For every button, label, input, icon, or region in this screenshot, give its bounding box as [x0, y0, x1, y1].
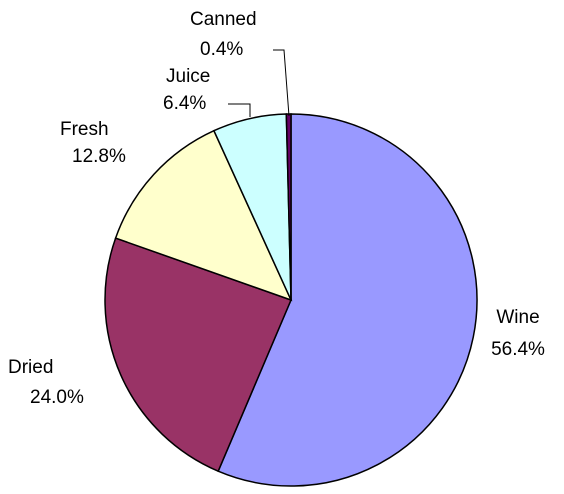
pie-slice	[104, 237, 293, 473]
pie-slice	[217, 113, 478, 487]
pie-slice	[114, 129, 293, 302]
leader-line	[273, 49, 290, 117]
slice-value-label: 56.4%	[491, 339, 545, 360]
leader-line	[228, 103, 251, 117]
slice-value-label: 0.4%	[200, 39, 243, 60]
slice-value-label: 12.8%	[72, 146, 126, 167]
slice-label: Dried	[8, 357, 53, 378]
slice-label: Juice	[166, 66, 210, 87]
slice-value-label: 24.0%	[30, 387, 84, 408]
slice-label: Fresh	[60, 119, 109, 140]
slice-label: Canned	[190, 9, 257, 30]
slice-label: Wine	[496, 307, 539, 328]
slice-value-label: 6.4%	[163, 93, 206, 114]
